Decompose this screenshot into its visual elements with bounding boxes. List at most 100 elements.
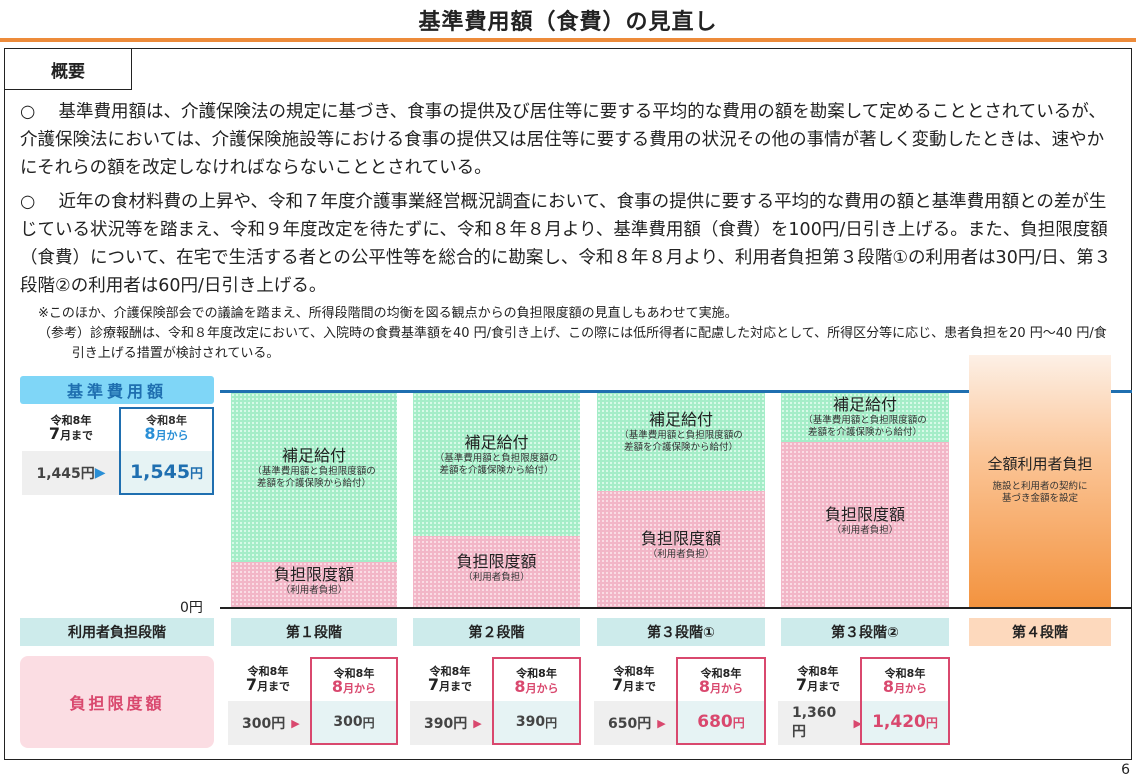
subsidy-desc: 差額を介護保険から給付） [439,464,554,476]
limit-title: 負担限度額 [273,564,354,584]
subsidy-bar: 補足給付 （基準費用額と負担限度額の 差額を介護保険から給付） [231,393,397,562]
value: 1,420 [872,712,926,732]
month: 7 [48,424,61,443]
limit-desc: （利用者負担） [647,549,715,560]
after-date: 令和8年 8月から [862,667,948,695]
value: 650円 [608,716,652,732]
month: 7 [427,675,440,694]
arrow-icon: ▶ [853,716,862,730]
base-cost-line [220,390,1132,393]
note-1: ※このほか、介護保険部会での議論を踏まえ、所得段階間の均衡を図る観点からの負担限… [38,306,738,321]
limit-change-3: 令和8年 7月まで 1,360円 ▶ 令和8年 8月から 1,420 円 [778,657,950,745]
stage-label: 第１段階 [231,618,397,646]
after-date: 令和8年 8月から [678,667,764,695]
page-number: 6 [1121,762,1130,778]
value: 1,445円 [36,466,95,482]
limit-bar: 負担限度額 （利用者負担） [597,491,765,607]
title-underline [0,38,1136,42]
month: 8 [882,677,895,696]
subsidy-bar: 補足給付 （基準費用額と負担限度額の 差額を介護保険から給付） [597,393,765,491]
before-date: 令和8年 7月まで [594,665,674,693]
suffix: 月まで [623,680,657,693]
full-desc: 基づき金額を設定 [1001,493,1078,504]
after-box: 令和8年 8月から 390 円 [492,657,581,745]
after-value: 300 円 [312,701,396,743]
arrow-icon: ▶ [291,716,300,730]
value: 1,360円 [792,705,837,740]
limit-change-2: 令和8年 7月まで 650円 ▶ 令和8年 8月から 680 円 [594,657,766,745]
base-before-date: 令和8年 7月まで [22,414,120,442]
before-value: 650円 ▶ [594,701,678,745]
full-desc: 施設と利用者の契約に [992,481,1088,492]
after-value: 680 円 [678,701,764,743]
suffix: 月まで [60,429,94,442]
bullet-marker: ○ [20,102,36,122]
after-box: 令和8年 8月から 680 円 [676,657,766,745]
note-reference: （参考）診療報酬は、令和８年度改定において、入院時の食費基準額を40 円/食引き… [38,326,1107,361]
before-date: 令和8年 7月まで [778,665,858,693]
after-date: 令和8年 8月から [494,667,579,695]
stage-label: 第２段階 [413,618,580,646]
value: 300円 [242,716,286,732]
value: 390円 [424,716,468,732]
year-label: 令和8年 [884,667,926,680]
suffix: 月まで [439,680,473,693]
month: 7 [245,675,258,694]
limit-title: 負担限度額 [824,504,905,524]
subsidy-bar: 補足給付 （基準費用額と負担限度額の 差額を介護保険から給付） [413,393,580,536]
subsidy-desc: （基準費用額と負担限度額の [803,415,927,426]
base-after-date: 令和8年 8月から [121,414,212,442]
limit-desc: （利用者負担） [831,524,899,536]
suffix: 月まで [257,680,291,693]
suffix: 月から [710,682,744,695]
stage-row-label: 利用者負担段階 [20,618,214,646]
month: 8 [698,677,711,696]
stage-label: 第３段階① [597,618,765,646]
year-label: 令和8年 [429,665,471,678]
bullet-marker: ○ [20,192,36,212]
year-label: 令和8年 [333,667,375,680]
subsidy-desc: 差額を介護保険から給付） [256,477,371,489]
subsidy-title: 補足給付 [648,410,713,429]
limit-bar: 負担限度額 （利用者負担） [781,442,949,607]
limit-desc: （利用者負担） [280,584,348,596]
after-value: 390 円 [494,701,579,743]
year-label: 令和8年 [700,667,742,680]
unit: 円 [925,715,938,730]
subsidy-desc: 差額を介護保険から給付） [807,427,922,438]
limit-title: 負担限度額 [640,529,721,548]
arrow-icon: ▶ [473,716,482,730]
arrow-icon: ▶ [94,465,106,481]
after-box: 令和8年 8月から 1,420 円 [860,657,950,745]
before-date: 令和8年 7月まで [228,665,308,693]
subsidy-desc: （基準費用額と負担限度額の [619,430,743,441]
year-label: 令和8年 [247,665,289,678]
unit: 円 [545,715,558,730]
suffix: 月から [525,682,559,695]
section-tab: 概要 [4,48,132,90]
year-label: 令和8年 [50,414,92,427]
month: 8 [331,677,344,696]
limit-change-1: 令和8年 7月まで 390円 ▶ 令和8年 8月から 390 円 [410,657,581,745]
base-before-value: 1,445円 ▶ [22,451,120,495]
after-box: 令和8年 8月から 300 円 [310,657,398,745]
limit-title: 負担限度額 [456,551,537,571]
zero-baseline [220,607,1132,609]
value: 1,545 [129,461,191,483]
after-value: 1,420 円 [862,701,948,743]
value: 390 [515,714,546,730]
page-title: 基準費用額（食費）の見直し [418,10,718,35]
arrow-icon: ▶ [657,716,666,730]
month: 7 [795,675,808,694]
base-cost-header: 基準費用額 [20,376,214,404]
full-payment-bar: 全額利用者負担 施設と利用者の契約に 基づき金額を設定 [969,355,1111,607]
stage-label: 第３段階② [781,618,949,646]
subsidy-title: 補足給付 [464,432,529,452]
unit: 円 [190,466,204,482]
year-label: 令和8年 [146,414,187,427]
month: 8 [144,424,156,443]
before-value: 1,360円 ▶ [778,701,862,745]
suffix: 月から [343,682,377,695]
month: 8 [514,677,526,696]
after-date: 令和8年 8月から [312,667,396,695]
